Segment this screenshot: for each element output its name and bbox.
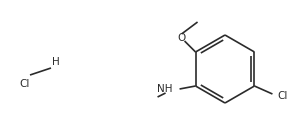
Text: H: H	[52, 57, 60, 67]
Text: Cl: Cl	[19, 79, 29, 89]
Text: O: O	[178, 33, 186, 43]
Text: Cl: Cl	[278, 91, 288, 101]
Text: NH: NH	[157, 84, 172, 94]
